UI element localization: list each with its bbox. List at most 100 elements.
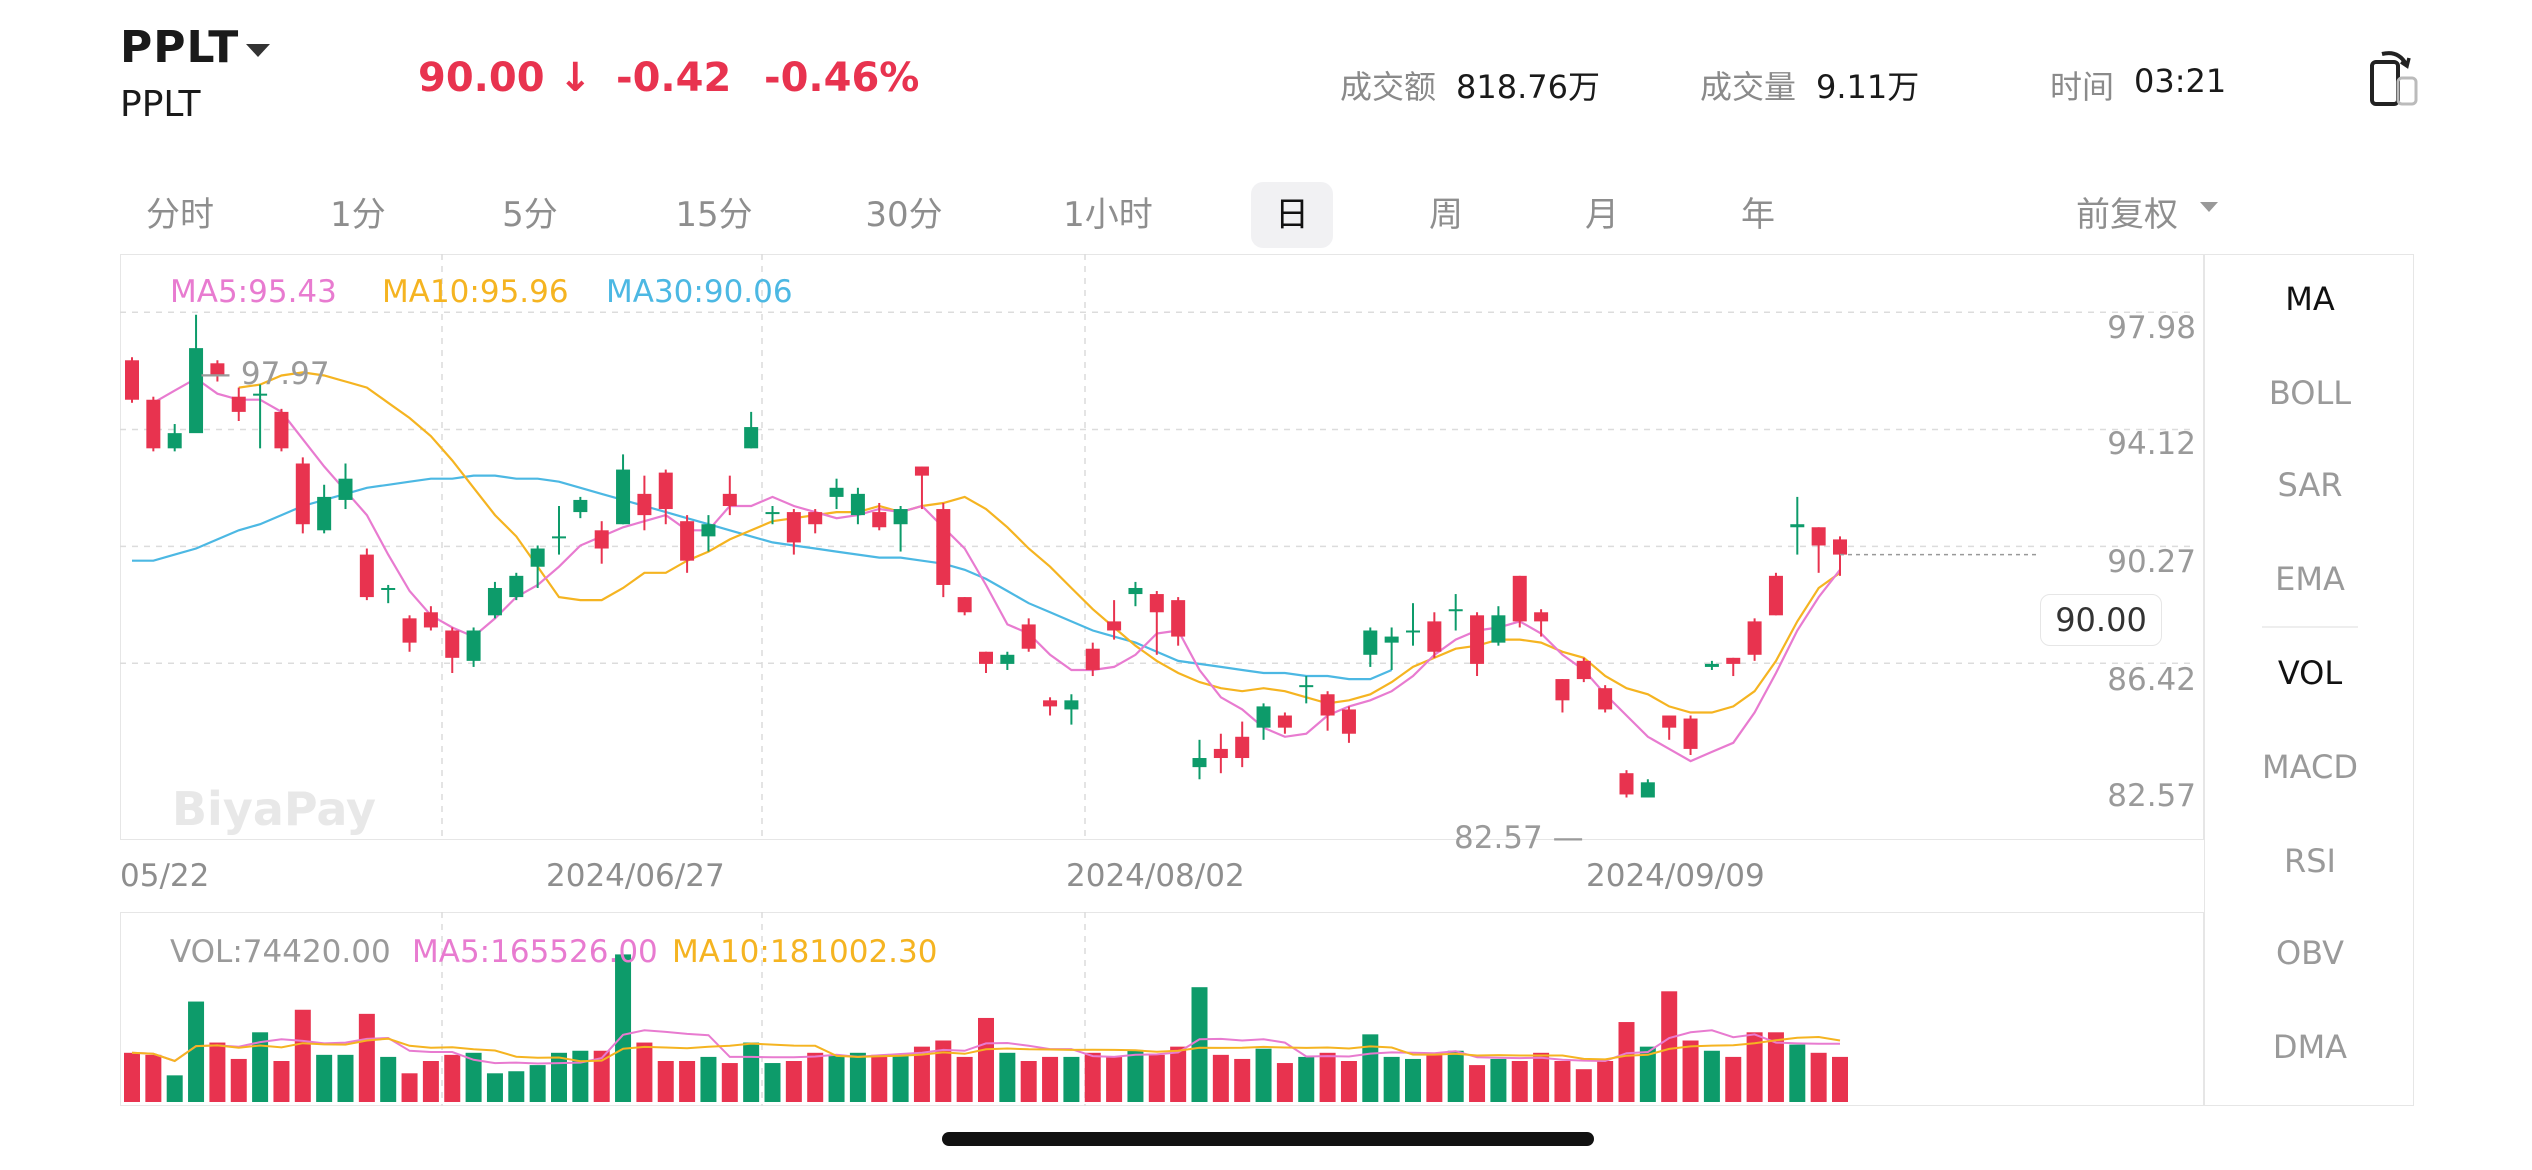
volume-chart[interactable] bbox=[120, 912, 2204, 1106]
candle-body bbox=[1598, 688, 1613, 710]
volume-bar bbox=[1362, 1034, 1379, 1102]
candle-body bbox=[744, 427, 759, 449]
candle-body bbox=[979, 651, 993, 664]
x-tick-label: 2024/06/27 bbox=[546, 858, 725, 894]
candle-body bbox=[167, 433, 182, 449]
chevron-down-icon[interactable] bbox=[2200, 202, 2218, 212]
candle-body bbox=[1790, 524, 1805, 528]
indicator-obv[interactable]: OBV bbox=[2275, 934, 2345, 972]
volume-bar bbox=[828, 1054, 845, 1102]
last-price-tag: 90.00 bbox=[2040, 594, 2162, 646]
indicator-sar[interactable]: SAR bbox=[2277, 466, 2343, 504]
volume-bar bbox=[1618, 1022, 1635, 1102]
tab-period[interactable]: 月 bbox=[1585, 195, 1619, 235]
volume-bar bbox=[1255, 1048, 1272, 1102]
candle-body bbox=[893, 509, 908, 525]
tab-period[interactable]: 分时 bbox=[146, 195, 214, 235]
tab-period[interactable]: 5分 bbox=[502, 195, 558, 235]
candle-body bbox=[1213, 748, 1228, 759]
indicator-rsi[interactable]: RSI bbox=[2284, 842, 2336, 880]
candle-body bbox=[1363, 630, 1378, 655]
volume-bar bbox=[1725, 1056, 1742, 1102]
watermark-logo: BiyaPay bbox=[172, 782, 376, 836]
home-indicator[interactable] bbox=[942, 1132, 1594, 1146]
price-change: -0.42 bbox=[616, 55, 732, 101]
candle-body bbox=[189, 348, 204, 434]
candle-body bbox=[231, 396, 246, 412]
volume-bar bbox=[551, 1052, 567, 1102]
candle-body bbox=[786, 512, 801, 543]
vol-ma5-line bbox=[131, 1029, 1840, 1065]
volume-bar bbox=[486, 1073, 503, 1102]
symbol-title[interactable]: PPLT bbox=[120, 22, 240, 73]
volume-bar bbox=[679, 1061, 696, 1102]
y-tick-label: 97.98 bbox=[2107, 310, 2196, 346]
volume-chart-frame[interactable] bbox=[120, 912, 2204, 1106]
volume-bar bbox=[1106, 1056, 1123, 1102]
volume-bar bbox=[230, 1058, 247, 1102]
tab-period[interactable]: 年 bbox=[1741, 195, 1775, 235]
rotate-screen-icon[interactable] bbox=[2368, 48, 2420, 110]
candle-body bbox=[1576, 660, 1591, 680]
tab-period[interactable]: 周 bbox=[1429, 195, 1463, 235]
candle-body bbox=[1811, 527, 1826, 546]
indicator-ma[interactable]: MA bbox=[2285, 280, 2335, 318]
candle-body bbox=[530, 548, 545, 567]
turnover-value: 818.76万 bbox=[1456, 68, 1600, 106]
candle-body bbox=[1341, 709, 1356, 734]
candle-body bbox=[1470, 615, 1485, 664]
vol-ma5-legend: MA5:165526.00 bbox=[412, 934, 658, 970]
kline-chart[interactable] bbox=[120, 254, 2204, 840]
indicator-ema[interactable]: EMA bbox=[2275, 560, 2345, 598]
candle-body bbox=[253, 393, 268, 396]
tab-period[interactable]: 日 bbox=[1251, 182, 1333, 248]
candle-body bbox=[1021, 624, 1036, 649]
price-change-percent: -0.46% bbox=[764, 55, 920, 101]
volume-bar bbox=[999, 1052, 1016, 1102]
tab-period[interactable]: 30分 bbox=[865, 195, 943, 235]
candle-body bbox=[509, 575, 524, 598]
volume-bar bbox=[380, 1056, 397, 1102]
volume-bar bbox=[1340, 1061, 1357, 1102]
candle-body bbox=[359, 554, 374, 598]
volume-bar bbox=[1084, 1052, 1101, 1102]
volume-bar bbox=[1746, 1032, 1763, 1102]
indicator-boll[interactable]: BOLL bbox=[2268, 374, 2352, 412]
tab-period[interactable]: 1分 bbox=[330, 195, 386, 235]
indicator-vol[interactable]: VOL bbox=[2277, 654, 2343, 692]
volume-bar bbox=[124, 1052, 140, 1102]
candle-body bbox=[1555, 679, 1570, 701]
tab-period[interactable]: 15分 bbox=[675, 195, 753, 235]
candle-body bbox=[594, 530, 609, 549]
volume-bar bbox=[1234, 1058, 1251, 1102]
volume-bar bbox=[892, 1054, 909, 1102]
candle-body bbox=[1619, 773, 1634, 795]
volume-bar bbox=[657, 1061, 674, 1102]
volume-bar bbox=[935, 1040, 952, 1102]
volume-bar bbox=[1789, 1044, 1806, 1102]
symbol-subtitle: PPLT bbox=[120, 84, 201, 125]
candle-body bbox=[338, 478, 353, 500]
candle-body bbox=[487, 587, 502, 616]
candle-body bbox=[1107, 621, 1122, 631]
volume-bar bbox=[1832, 1056, 1848, 1102]
volume-bar bbox=[1170, 1046, 1187, 1102]
volume-bar bbox=[871, 1054, 888, 1102]
x-tick-label: 2024/09/09 bbox=[1586, 858, 1765, 894]
candle-body bbox=[381, 587, 396, 590]
volume-bar bbox=[422, 1061, 439, 1102]
volume-bar bbox=[166, 1075, 183, 1102]
candle-body bbox=[1299, 685, 1314, 688]
candle-body bbox=[872, 512, 887, 528]
price-adjust-dropdown[interactable]: 前复权 bbox=[2076, 195, 2178, 235]
candle-body bbox=[1149, 594, 1164, 613]
volume-bar bbox=[145, 1054, 162, 1102]
candle-body bbox=[402, 618, 417, 643]
indicator-dma[interactable]: DMA bbox=[2272, 1028, 2348, 1066]
volume-bar bbox=[465, 1052, 482, 1102]
candle-body bbox=[936, 509, 951, 585]
indicator-macd[interactable]: MACD bbox=[2262, 748, 2358, 786]
candle-body bbox=[1640, 782, 1655, 798]
symbol-dropdown-caret-icon[interactable] bbox=[246, 44, 270, 57]
tab-period[interactable]: 1小时 bbox=[1063, 195, 1153, 235]
